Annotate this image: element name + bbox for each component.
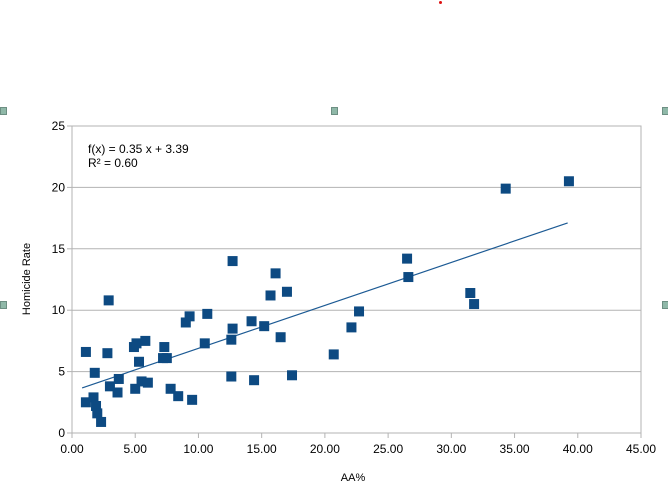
x-tick-label: 5.00	[124, 442, 148, 456]
x-axis-title: AA%	[341, 472, 366, 484]
data-point	[142, 377, 153, 388]
trendline	[81, 222, 568, 389]
y-axis-ticks: 0 5 10 15 20 25	[52, 119, 72, 440]
data-point	[96, 416, 107, 427]
data-point	[180, 317, 191, 328]
selection-handle-top-right[interactable]	[662, 107, 668, 115]
data-point	[226, 334, 237, 345]
y-tick-label: 0	[58, 426, 65, 440]
data-point	[287, 370, 298, 381]
data-point	[227, 256, 238, 267]
data-point	[265, 290, 276, 301]
data-point	[89, 367, 100, 378]
data-point	[161, 353, 172, 364]
data-point	[246, 316, 257, 327]
x-tick-label: 40.00	[563, 442, 593, 456]
data-point	[199, 338, 210, 349]
y-tick-label: 15	[52, 242, 66, 256]
data-point	[92, 408, 103, 419]
data-point	[328, 349, 339, 360]
x-tick-label: 0.00	[60, 442, 84, 456]
data-point	[112, 387, 123, 398]
data-point	[165, 383, 176, 394]
data-point	[465, 288, 476, 299]
x-tick-label: 45.00	[626, 442, 656, 456]
x-tick-label: 15.00	[247, 442, 277, 456]
data-point	[500, 183, 511, 194]
trendline-equation: f(x) = 0.35 x + 3.39	[88, 142, 189, 156]
data-point	[184, 311, 195, 322]
data-point	[402, 253, 413, 264]
selection-handle-top-left[interactable]	[0, 107, 7, 115]
data-point	[130, 383, 141, 394]
x-tick-label: 30.00	[436, 442, 466, 456]
data-point	[140, 335, 151, 346]
data-point	[173, 391, 184, 402]
data-point	[80, 346, 91, 357]
y-axis-title: Homicide Rate	[21, 243, 33, 315]
data-point	[281, 286, 292, 297]
data-point	[227, 323, 238, 334]
data-point	[354, 306, 365, 317]
data-point	[104, 381, 115, 392]
selection-handle-middle-left[interactable]	[0, 301, 7, 309]
selection-handle-top-center[interactable]	[331, 107, 338, 115]
x-axis-ticks: 0.00 5.00 10.00 15.00 20.00 25.00 30.00 35.00 40…	[60, 433, 656, 456]
data-point	[403, 272, 414, 283]
data-point	[563, 176, 574, 187]
gridlines	[72, 125, 641, 434]
y-tick-label: 5	[58, 365, 65, 379]
data-point	[249, 375, 260, 386]
data-point	[259, 321, 270, 332]
data-point	[113, 373, 124, 384]
y-tick-label: 25	[52, 119, 66, 133]
data-point	[136, 376, 147, 387]
y-tick-label: 20	[52, 180, 66, 194]
red-marker-dot	[439, 1, 442, 4]
data-points	[80, 176, 574, 427]
data-point	[131, 338, 142, 349]
y-tick-label: 10	[52, 303, 66, 317]
data-point	[134, 356, 145, 367]
x-tick-label: 10.00	[183, 442, 213, 456]
x-tick-label: 25.00	[373, 442, 403, 456]
data-point	[159, 342, 170, 353]
data-point	[88, 392, 99, 403]
data-point	[275, 332, 286, 343]
data-point	[270, 268, 281, 279]
x-tick-label: 35.00	[500, 442, 530, 456]
data-point	[202, 308, 213, 319]
data-point	[80, 397, 91, 408]
r-squared-label: R² = 0.60	[88, 156, 138, 170]
data-point	[103, 295, 114, 306]
data-point	[102, 348, 113, 359]
data-point	[91, 400, 102, 411]
x-tick-label: 20.00	[310, 442, 340, 456]
plot-area-frame	[71, 125, 642, 434]
selection-handle-middle-right[interactable]	[662, 301, 668, 309]
data-point	[187, 394, 198, 405]
data-point	[469, 299, 480, 310]
data-point	[346, 322, 357, 333]
data-point	[226, 371, 237, 382]
